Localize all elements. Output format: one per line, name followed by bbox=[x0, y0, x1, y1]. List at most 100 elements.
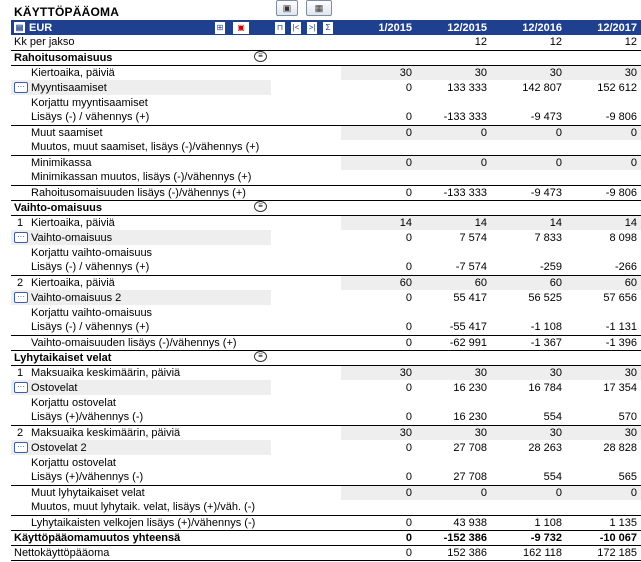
row-label-text: Lisäys (+)/vähennys (-) bbox=[31, 471, 144, 484]
input-cell[interactable]: 60 bbox=[416, 274, 491, 290]
value-cell: 16 230 bbox=[453, 411, 487, 424]
table-row: Minimikassa 0 0 0 0 bbox=[11, 154, 641, 170]
value-cell: 152 612 bbox=[597, 81, 637, 94]
expand-button[interactable]: ··· bbox=[14, 382, 28, 394]
input-cell[interactable]: 0 bbox=[416, 124, 491, 140]
row-label-text: Lyhytaikaiset velat bbox=[14, 351, 112, 364]
next-button[interactable]: >| bbox=[306, 21, 318, 35]
input-cell[interactable]: 30 bbox=[491, 365, 566, 380]
row-label-text: Vaihto-omaisuus 2 bbox=[31, 291, 122, 304]
input-cell[interactable]: 30 bbox=[416, 365, 491, 380]
input-cell[interactable]: 0 bbox=[566, 484, 641, 500]
input-cell[interactable]: 60 bbox=[341, 274, 416, 290]
collapse-section-button[interactable]: ≡ bbox=[254, 350, 267, 362]
spacer-cell bbox=[271, 410, 341, 425]
input-cell[interactable]: 0 bbox=[491, 124, 566, 140]
input-cell[interactable]: 30 bbox=[416, 65, 491, 80]
input-cell[interactable]: 30 bbox=[341, 424, 416, 440]
input-cell[interactable]: 0 bbox=[341, 484, 416, 500]
input-cell[interactable]: 14 bbox=[341, 215, 416, 230]
value-cell bbox=[341, 140, 416, 155]
value-cell bbox=[566, 305, 641, 320]
collapse-section-button[interactable]: ≡ bbox=[254, 50, 267, 62]
input-cell[interactable]: 14 bbox=[566, 215, 641, 230]
spacer-cell bbox=[271, 95, 341, 110]
value-cell bbox=[566, 245, 641, 260]
expand-button[interactable]: ··· bbox=[14, 442, 28, 454]
row-label-text: Vaihto-omaisuus bbox=[31, 231, 113, 244]
input-cell[interactable]: 30 bbox=[416, 424, 491, 440]
row-label-text: Vaihto-omaisuus bbox=[14, 201, 103, 214]
row-label-text: Maksuaika keskimäärin, päiviä bbox=[31, 366, 181, 379]
input-cell[interactable]: 0 bbox=[341, 124, 416, 140]
value-cell: 1 135 bbox=[566, 514, 641, 531]
value-cell bbox=[416, 95, 491, 110]
input-cell[interactable]: 0 bbox=[566, 154, 641, 170]
input-cell[interactable]: 30 bbox=[491, 65, 566, 80]
row-label-text: Ostovelat 2 bbox=[31, 441, 87, 454]
table-row: ··· Myyntisaamiset 0 133 333 142 807 152 612 bbox=[11, 80, 641, 95]
value-cell: 27 708 bbox=[453, 441, 487, 454]
input-cell[interactable]: 0 bbox=[341, 154, 416, 170]
input-cell[interactable]: 30 bbox=[341, 365, 416, 380]
expand-button[interactable]: ··· bbox=[14, 82, 28, 94]
input-cell[interactable]: 30 bbox=[566, 365, 641, 380]
table-row: Lisäys (+)/vähennys (-) 0 27 708 554 565 bbox=[11, 470, 641, 485]
spacer-cell bbox=[271, 334, 341, 351]
expand-button[interactable]: ··· bbox=[14, 292, 28, 304]
prev-button[interactable]: |< bbox=[290, 21, 302, 35]
value-cell bbox=[566, 95, 641, 110]
value-cell bbox=[491, 245, 566, 260]
input-cell[interactable]: 30 bbox=[566, 65, 641, 80]
spacer-cell bbox=[271, 50, 341, 66]
input-cell[interactable]: 0 bbox=[416, 484, 491, 500]
row-label-text: Muut saamiset bbox=[31, 126, 103, 139]
input-cell[interactable]: 0 bbox=[416, 154, 491, 170]
row-label-text: Kk per jakso bbox=[14, 36, 75, 49]
table-row: Minimikassan muutos, lisäys (-)/vähennys… bbox=[11, 170, 641, 185]
expand-button[interactable]: ··· bbox=[14, 232, 28, 244]
first-button[interactable]: ⊓ bbox=[274, 21, 286, 35]
table-row: Muutos, muut saamiset, lisäys (-)/vähenn… bbox=[11, 140, 641, 155]
value-cell: 152 386 bbox=[416, 545, 491, 561]
camera-button[interactable]: ▣ bbox=[276, 0, 298, 16]
row-label: Nettokäyttöpääoma bbox=[11, 545, 271, 561]
value-cell: 0 bbox=[405, 471, 412, 484]
input-cell[interactable]: 60 bbox=[566, 274, 641, 290]
value-cell: 28 828 bbox=[603, 441, 637, 454]
row-label-text: Lisäys (-) / vähennys (+) bbox=[31, 111, 150, 124]
currency-label: EUR bbox=[29, 21, 53, 34]
input-cell[interactable]: 0 bbox=[491, 154, 566, 170]
input-cell[interactable]: 60 bbox=[491, 274, 566, 290]
value-cell: 162 118 bbox=[491, 545, 566, 561]
table-row: Kk per jakso 12 12 12 bbox=[11, 35, 641, 51]
grid-icon: ▦ bbox=[314, 2, 324, 13]
input-cell[interactable]: 30 bbox=[341, 65, 416, 80]
export-button[interactable]: ▣ bbox=[232, 21, 250, 35]
input-cell[interactable]: 14 bbox=[416, 215, 491, 230]
collapse-section-button[interactable]: ≡ bbox=[254, 200, 267, 212]
value-cell: -9 806 bbox=[566, 184, 641, 201]
input-cell[interactable]: 30 bbox=[491, 424, 566, 440]
value-cell bbox=[491, 455, 566, 470]
value-cell bbox=[416, 395, 491, 410]
spacer-cell bbox=[271, 260, 341, 275]
value-cell: 7 574 bbox=[459, 231, 487, 244]
table-row: Lyhytaikaisten velkojen lisäys (+)/vähen… bbox=[11, 514, 641, 531]
input-cell[interactable]: 0 bbox=[566, 124, 641, 140]
input-cell[interactable]: 30 bbox=[566, 424, 641, 440]
row-label: ··· Vaihto-omaisuus bbox=[11, 230, 271, 245]
row-label-text: Kiertoaika, päiviä bbox=[31, 276, 115, 289]
spacer-cell bbox=[271, 500, 341, 515]
filter-button[interactable]: ⊞ bbox=[214, 21, 226, 35]
value-cell bbox=[491, 500, 566, 515]
row-label: Korjattu myyntisaamiset bbox=[11, 95, 271, 110]
row-label-text: Vaihto-omaisuuden lisäys (-)/vähennys (+… bbox=[31, 336, 237, 349]
input-cell[interactable]: 14 bbox=[491, 215, 566, 230]
value-cell: 554 bbox=[543, 411, 562, 424]
row-label-text: Nettokäyttöpääoma bbox=[14, 546, 110, 559]
grid-view-button[interactable]: ▦ bbox=[306, 0, 332, 16]
table-row: Lisäys (-) / vähennys (+) 0 -133 333 -9 473… bbox=[11, 110, 641, 125]
input-cell[interactable]: 0 bbox=[491, 484, 566, 500]
sum-button[interactable]: Σ bbox=[322, 21, 334, 35]
